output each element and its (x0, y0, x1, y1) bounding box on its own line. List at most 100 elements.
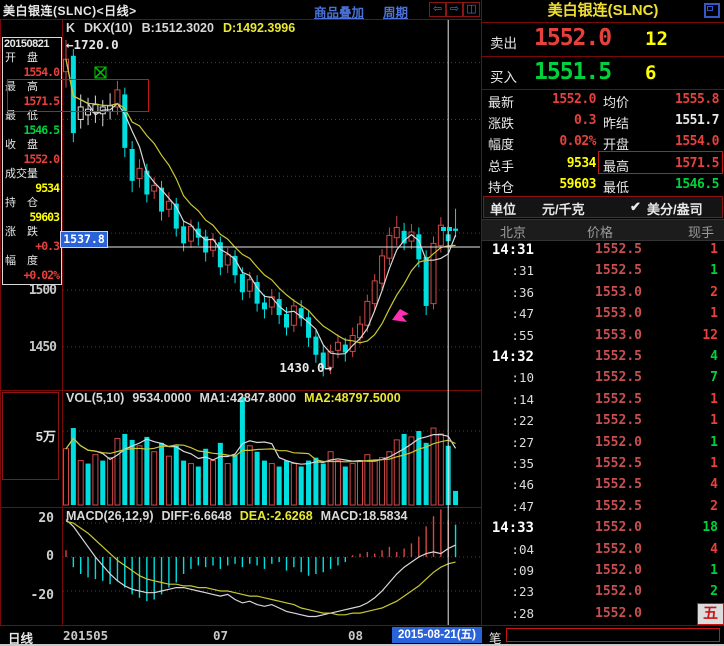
quote-row-value: +0.3 (35, 239, 60, 253)
overlay-menu-link[interactable]: 商品叠加 (314, 6, 365, 20)
bid-qty: 6 (645, 62, 657, 84)
macd-name: MACD(26,12,9) (66, 509, 154, 523)
buy-signal-icon (94, 66, 107, 79)
top-bar: 美白银连(SLNC)<日线> 商品叠加 周期 ⇦ ⇨ ◫ (0, 0, 481, 20)
tick-qty: 18 (702, 520, 718, 536)
command-input[interactable] (506, 628, 720, 642)
crosshair-price-label: 1537.8 (60, 231, 108, 248)
quote-row-value: 1546.5 (23, 123, 60, 137)
tick-row: :22 1552.5 1 (482, 411, 724, 432)
period-label[interactable]: 日线 (8, 632, 34, 646)
vol-ma2: MA2:48797.5000 (304, 391, 401, 405)
bid-label: 买入 (490, 70, 517, 85)
nav-forward-icon[interactable]: ⇨ (446, 2, 463, 17)
tick-row: 14:32 1552.5 4 (482, 347, 724, 368)
tick-time: :22 (511, 413, 534, 429)
macd-axis-label: 0 (46, 549, 54, 564)
quote-row-value: 1571.5 (23, 94, 60, 108)
ask-row[interactable]: 卖出 1552.0 12 (482, 23, 724, 57)
tick-time: :35 (511, 456, 534, 471)
tick-qty: 1 (710, 413, 718, 429)
tick-qty: 1 (710, 306, 718, 322)
tick-price: 1552.5 (595, 349, 642, 364)
quote-row-label: 幅 度 (5, 255, 38, 267)
stat-row: 持仓 59603 最低 1546.5 (482, 175, 724, 196)
tick-price: 1552.5 (595, 263, 642, 279)
tick-time: 14:31 (491, 242, 534, 258)
unit-row[interactable]: 单位 元/千克 ✔ 美分/盎司 (483, 196, 723, 218)
quote-row-value: +0.02% (23, 268, 60, 282)
tick-time: :04 (511, 541, 534, 557)
x-axis-tick: 07 (213, 628, 229, 643)
col-price: 价格 (587, 225, 614, 240)
x-axis-tick: 08 (348, 628, 364, 643)
stat-label: 持仓 (488, 179, 515, 195)
period-menu-link[interactable]: 周期 (383, 6, 409, 20)
chart-title: 美白银连(SLNC)<日线> (3, 4, 137, 18)
crosshair-date-label[interactable]: 2015-08-21(五) (392, 627, 482, 643)
tick-row: :47 1553.0 1 (482, 304, 724, 325)
quote-rows: 开 盘 1554.0 最 高 1571.5 最 低 1546.5 收 盘 1552.0… (3, 51, 61, 283)
maximize-icon[interactable] (704, 3, 720, 18)
stat-value: 1552.0 (552, 92, 596, 107)
tick-price: 1552.5 (595, 242, 642, 257)
quote-row-value: 1552.0 (23, 152, 60, 166)
tick-row: :28 1552.0 (482, 604, 724, 625)
volume-axis-frame (2, 392, 59, 480)
high-value-box (598, 151, 723, 174)
stat-value: 9534 (566, 155, 597, 171)
maximize-inner-icon (707, 6, 713, 11)
tick-time: :27 (511, 434, 534, 450)
tick-price: 1552.5 (595, 391, 642, 407)
tick-row: :04 1552.0 4 (482, 540, 724, 561)
alt-unit-value: 美分/盎司 (647, 202, 703, 217)
tick-qty: 1 (710, 263, 718, 279)
tick-qty: 4 (710, 349, 718, 364)
daily-quote-panel: 20150821 开 盘 1554.0 最 高 1571.5 最 低 1546.5 收… (2, 37, 62, 285)
stat-value: 1571.5 (675, 155, 719, 171)
x-axis-tick: 201505 (63, 628, 109, 643)
tick-row: :31 1552.5 1 (482, 261, 724, 282)
tick-row: :55 1553.0 12 (482, 326, 724, 347)
tick-time: 14:32 (491, 349, 534, 365)
macd-value: MACD:18.5834 (320, 509, 408, 523)
check-icon: ✔ (630, 199, 641, 214)
tick-price: 1552.0 (595, 605, 642, 621)
tick-qty: 1 (710, 434, 718, 450)
quote-title-row: 美白银连(SLNC) (482, 0, 724, 23)
tick-time: :36 (511, 284, 534, 300)
quote-row-label: 最 高 (5, 81, 38, 93)
macd-header: MACD(26,12,9) DIFF:6.6648 DEA:-2.6268 MACD:… (66, 509, 408, 523)
indicator-k: K (66, 21, 76, 35)
tick-time: :10 (511, 370, 534, 386)
stat-value: 0.02% (559, 134, 596, 150)
tick-row: :14 1552.5 1 (482, 390, 724, 411)
price-axis-label: 1500 (28, 283, 57, 298)
tick-time: :47 (511, 306, 534, 322)
macd-axis-label: -20 (30, 588, 54, 603)
tick-list[interactable]: 14:31 1552.5 1:31 1552.5 1:36 1553.0 2:4… (482, 240, 724, 625)
nav-back-icon[interactable]: ⇦ (429, 2, 446, 17)
high-highlight-box (7, 79, 149, 112)
bid-row[interactable]: 买入 1551.5 6 (482, 57, 724, 90)
stat-label: 开盘 (603, 137, 630, 153)
tick-time: :23 (511, 584, 534, 600)
quote-row: 开 盘 1554.0 (3, 51, 61, 80)
indicator-name: DKX(10) (84, 21, 133, 35)
quote-row-label: 开 盘 (5, 52, 38, 64)
tick-time: :28 (511, 605, 534, 621)
volume-header: VOL(5,10) 9534.0000 MA1:42847.8000 MA2:4879… (66, 391, 401, 405)
quote-row-label: 成交量 (5, 168, 38, 180)
flag-marker-icon (392, 309, 409, 322)
unit-value: 元/千克 (542, 202, 585, 217)
tick-qty: 1 (710, 391, 718, 407)
split-view-icon[interactable]: ◫ (463, 2, 480, 17)
bid-price: 1551.5 (534, 59, 612, 85)
tick-price: 1552.0 (595, 520, 642, 536)
col-qty: 现手 (687, 225, 714, 240)
quote-row: 最 高 1571.5 (3, 80, 61, 109)
stat-value: 1546.5 (675, 176, 719, 192)
high-annotation: ←1720.0 (66, 37, 119, 52)
price-axis-label: 1450 (28, 340, 57, 355)
